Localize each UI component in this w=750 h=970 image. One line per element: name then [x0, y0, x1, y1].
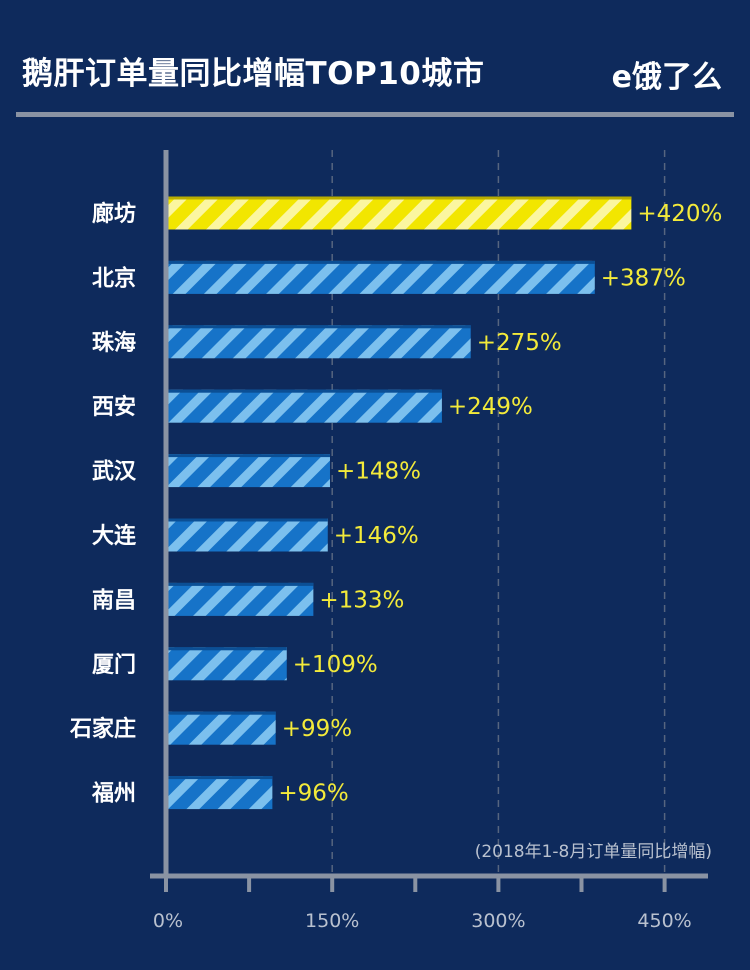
labels: 0% 150% 300% 450% 廊坊 +420% 北京 +387% 珠海 +275% 西安 +24…: [69, 201, 722, 932]
bar-6: [166, 582, 314, 616]
bar-2: [166, 325, 471, 359]
chart-note: (2018年1-8月订单量同比增幅): [475, 842, 712, 862]
value-label-6: +133%: [319, 587, 404, 613]
bar-edge-4: [166, 454, 330, 458]
value-label-8: +99%: [282, 716, 352, 742]
bar-1: [166, 260, 595, 294]
bar-edge-9: [166, 776, 273, 780]
value-label-7: +109%: [293, 652, 378, 678]
eleme-logo: e饿了么: [611, 60, 722, 95]
bar-edge-3: [166, 389, 442, 393]
bar-8: [166, 711, 276, 745]
category-label-5: 大连: [92, 523, 137, 549]
value-label-4: +148%: [336, 459, 421, 485]
category-label-2: 珠海: [92, 330, 136, 356]
category-label-8: 石家庄: [69, 716, 136, 742]
header-divider: [16, 112, 734, 117]
gridlines: [331, 150, 666, 872]
value-label-0: +420%: [637, 201, 722, 227]
bar-edge-5: [166, 518, 328, 522]
bar-edge-0: [166, 196, 632, 200]
axes: [150, 150, 708, 892]
bar-9: [166, 776, 273, 810]
bars: [166, 196, 632, 810]
value-label-5: +146%: [334, 523, 419, 549]
bar-edge-1: [166, 260, 595, 264]
chart-title: 鹅肝订单量同比增幅TOP10城市: [22, 56, 485, 92]
category-label-6: 南昌: [92, 588, 136, 613]
bar-4: [166, 454, 330, 488]
bar-3: [166, 389, 442, 423]
category-label-0: 廊坊: [92, 201, 136, 227]
bar-edge-2: [166, 325, 471, 329]
category-label-1: 北京: [92, 265, 136, 291]
bar-edge-7: [166, 647, 287, 651]
bar-0: [166, 196, 632, 230]
x-tick-label-1: 150%: [305, 910, 359, 932]
chart-header: 鹅肝订单量同比增幅TOP10城市 e饿了么: [0, 0, 750, 120]
value-label-9: +96%: [278, 781, 348, 807]
x-tick-label-0: 0%: [153, 910, 183, 932]
bar-edge-6: [166, 582, 314, 586]
category-label-9: 福州: [91, 782, 136, 807]
value-label-1: +387%: [601, 265, 686, 291]
value-label-3: +249%: [448, 394, 533, 420]
category-label-4: 武汉: [92, 460, 137, 485]
x-tick-label-2: 300%: [471, 910, 525, 932]
bar-edge-8: [166, 711, 276, 715]
x-tick-label-3: 450%: [637, 910, 691, 932]
bar-5: [166, 518, 328, 552]
value-label-2: +275%: [477, 330, 562, 356]
category-label-3: 西安: [92, 394, 136, 420]
bar-7: [166, 647, 287, 681]
category-label-7: 厦门: [92, 652, 136, 678]
